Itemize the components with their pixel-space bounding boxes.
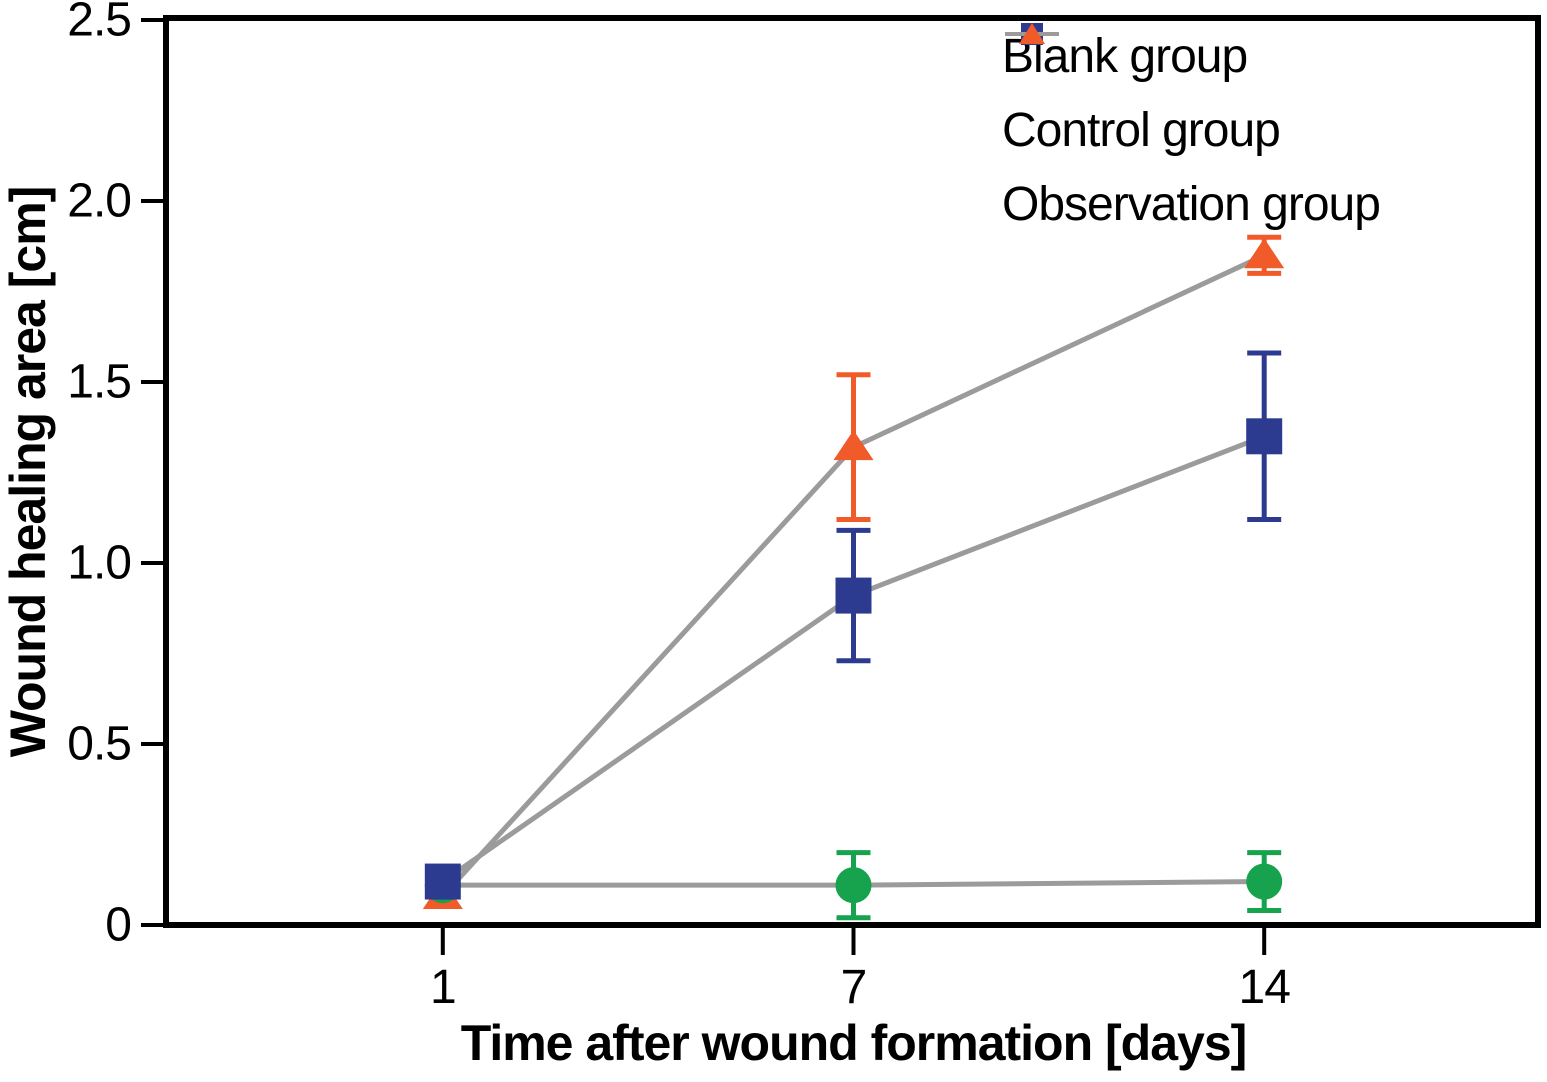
data-point-square (1246, 418, 1283, 455)
legend-item-control-group: Control group (1002, 23, 1380, 167)
legend-item-observation-group: Observation group (1002, 23, 1381, 241)
y-tick-label: 2.5 (67, 0, 131, 47)
x-tick-label: 7 (841, 961, 867, 1014)
y-tick-label: 1.0 (67, 537, 131, 590)
data-point-circle (835, 867, 872, 904)
legend-label: Control group (1002, 103, 1281, 157)
y-tick-label: 1.5 (67, 356, 131, 409)
legend-label: Blank group (1002, 29, 1248, 83)
data-point-square (424, 863, 461, 900)
y-tick-label: 2.0 (67, 175, 131, 228)
legend-triangle (1019, 23, 1045, 44)
plot-border (163, 15, 1541, 928)
data-point-triangle (833, 430, 874, 461)
data-point-circle (1246, 863, 1283, 900)
x-tick-label: 1 (430, 961, 456, 1014)
data-point-triangle (1244, 238, 1285, 269)
y-axis-title: Wound healing area [cm] (0, 186, 56, 758)
legend-label: Observation group (1002, 177, 1381, 231)
y-tick-label: 0 (105, 899, 131, 952)
legend: Blank group Control group Observation gr… (1002, 19, 1381, 241)
data-point-square (835, 577, 872, 614)
y-tick-label: 0.5 (67, 718, 131, 771)
x-axis-title: Time after wound formation [days] (460, 1015, 1248, 1071)
x-tick-label: 14 (1239, 961, 1291, 1014)
triangle-marker-icon (1005, 23, 1059, 44)
